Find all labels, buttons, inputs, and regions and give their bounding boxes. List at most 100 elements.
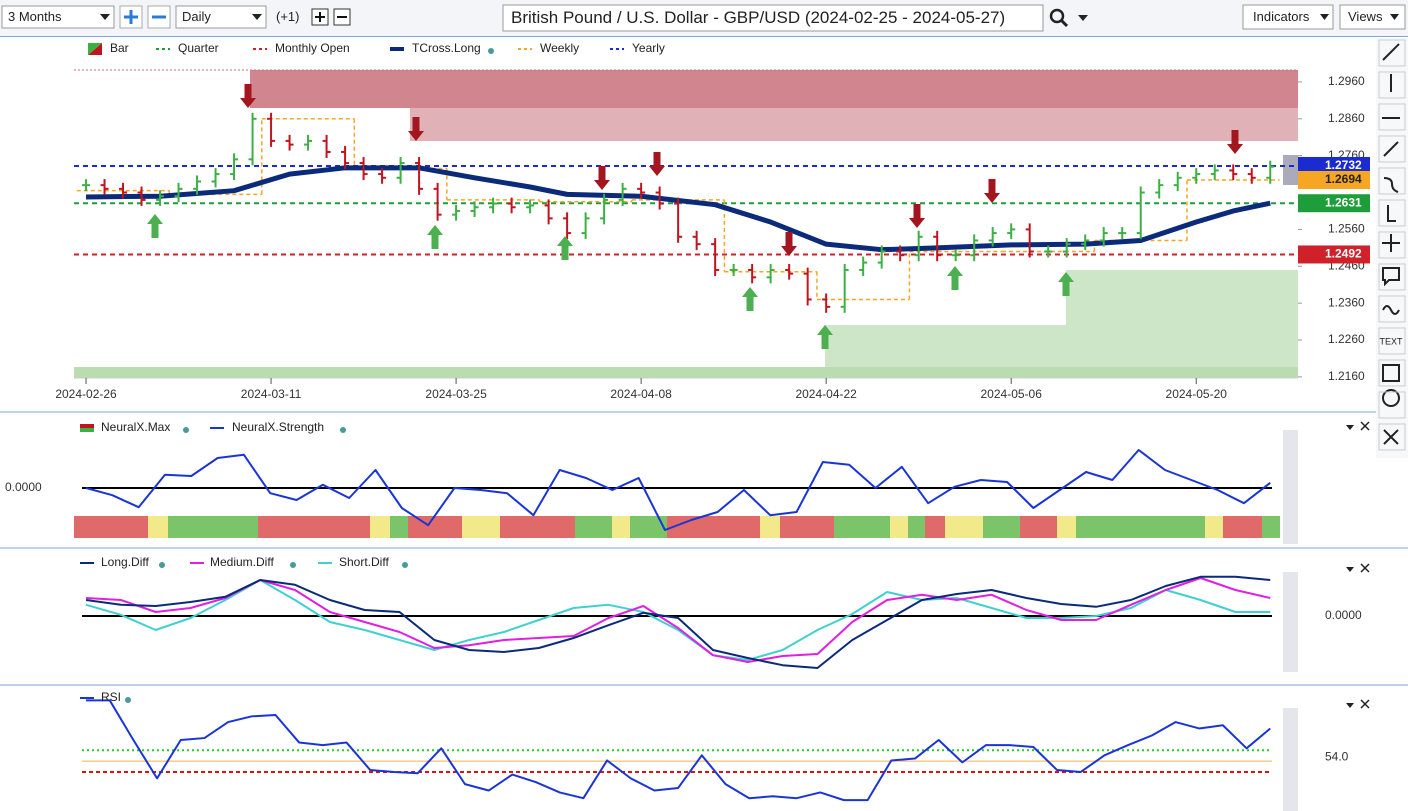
resistance-zone	[250, 70, 1298, 108]
price-bar	[1099, 227, 1108, 247]
tool-frame[interactable]	[1378, 391, 1406, 419]
support-zone	[74, 367, 1298, 378]
tool-frame[interactable]	[1378, 295, 1406, 323]
price-bar	[1118, 227, 1127, 240]
state-strip	[74, 516, 148, 538]
state-strip	[575, 516, 612, 538]
state-strip	[408, 516, 462, 538]
text-tool[interactable]: TEXT	[1379, 336, 1403, 346]
tool-frame[interactable]	[1378, 167, 1406, 195]
select-box[interactable]	[175, 5, 267, 29]
indicator-line	[85, 577, 1271, 663]
range-select[interactable]: 3 Months	[1, 5, 115, 29]
price-bar	[748, 263, 757, 284]
state-strip	[890, 516, 908, 538]
state-strip	[760, 516, 780, 538]
tool-frame[interactable]	[1378, 39, 1406, 67]
interval-select[interactable]: Daily	[175, 5, 267, 29]
tool-wave[interactable]	[1382, 305, 1400, 315]
price-bar	[230, 153, 239, 181]
price-bar	[1155, 179, 1164, 199]
state-strip	[834, 516, 890, 538]
state-strip	[1076, 516, 1205, 538]
price-bar	[1062, 238, 1071, 258]
pane-close[interactable]	[1360, 563, 1370, 573]
plus-icon	[315, 12, 325, 22]
price-bar	[859, 256, 868, 276]
tool-frame[interactable]	[1378, 135, 1406, 163]
legend-swatch	[80, 424, 94, 428]
price-bar	[637, 182, 646, 199]
tool-close[interactable]	[1383, 429, 1399, 445]
tool-frame[interactable]	[1378, 263, 1406, 291]
tool-ray[interactable]	[1383, 141, 1399, 157]
tool-frame[interactable]	[1378, 199, 1406, 227]
settings-dot	[183, 427, 189, 433]
select-box[interactable]	[1, 5, 115, 29]
sell-arrow	[240, 84, 256, 108]
tool-frame[interactable]	[1378, 231, 1406, 259]
tool-frame[interactable]	[1378, 359, 1406, 387]
price-bar	[1247, 168, 1256, 184]
tool-note[interactable]	[1382, 267, 1400, 287]
price-bar	[396, 157, 405, 184]
price-bar	[137, 186, 146, 206]
price-bar	[433, 182, 442, 221]
scroll-band	[1283, 708, 1298, 811]
scroll-band	[1283, 430, 1298, 544]
state-strip	[925, 516, 945, 538]
level-tag	[1298, 245, 1370, 264]
tool-curve[interactable]	[1383, 177, 1399, 193]
offset-buttons[interactable]	[311, 8, 351, 26]
pane-menu[interactable]	[1346, 567, 1354, 572]
price-bar	[544, 199, 553, 225]
price-bar	[1007, 223, 1016, 240]
pane-close[interactable]	[1360, 421, 1370, 431]
price-bar	[341, 145, 350, 170]
tool-frame[interactable]	[1378, 327, 1406, 355]
pane-close[interactable]	[1360, 699, 1370, 709]
select-text: Daily	[182, 9, 211, 24]
tool-frame[interactable]	[1378, 71, 1406, 99]
indicator-line	[86, 699, 1271, 802]
tool-cross[interactable]	[1382, 234, 1400, 252]
support-zone	[1066, 270, 1298, 378]
zoom-buttons[interactable]	[119, 5, 171, 29]
sell-arrow	[984, 179, 1000, 203]
legend-label: Medium.Diff	[210, 555, 274, 569]
price-bar	[452, 204, 461, 221]
pane-menu[interactable]	[1346, 425, 1354, 430]
state-strip	[612, 516, 630, 538]
tool-frame[interactable]	[1378, 423, 1406, 451]
price-bar	[211, 168, 220, 188]
tool-bracket[interactable]	[1387, 205, 1396, 222]
state-strip	[370, 516, 390, 538]
price-bar	[378, 168, 387, 184]
search-button[interactable]	[1049, 8, 1088, 28]
price-bar	[1266, 160, 1275, 184]
dropdown-arrow	[100, 14, 110, 20]
tool-line[interactable]	[1382, 43, 1400, 61]
button-box[interactable]	[1242, 4, 1334, 30]
price-bar	[100, 179, 109, 195]
state-strip	[390, 516, 408, 538]
y-tick-label: 1.2960	[1328, 74, 1365, 88]
sell-arrow	[781, 232, 797, 256]
y-tick-label: 0.0000	[1325, 608, 1362, 622]
pane-menu[interactable]	[1346, 703, 1354, 708]
y-tick-label: 54.0	[1325, 749, 1349, 763]
y-tick-label: 0.0000	[5, 480, 42, 494]
settings-dot	[125, 697, 131, 703]
state-strip	[1205, 516, 1223, 538]
tool-frame[interactable]	[1378, 103, 1406, 131]
indicators-button[interactable]: Indicators	[1242, 4, 1334, 30]
price-bar	[618, 182, 627, 206]
symbol-box[interactable]	[502, 4, 1044, 32]
button-text: Views	[1348, 9, 1383, 24]
views-button[interactable]: Views	[1339, 4, 1406, 30]
state-strip	[500, 516, 575, 538]
search-handle	[1059, 18, 1069, 28]
y-tick-label: 1.2860	[1328, 111, 1365, 125]
tool-rect[interactable]	[1382, 364, 1400, 382]
price-bar	[581, 212, 590, 240]
